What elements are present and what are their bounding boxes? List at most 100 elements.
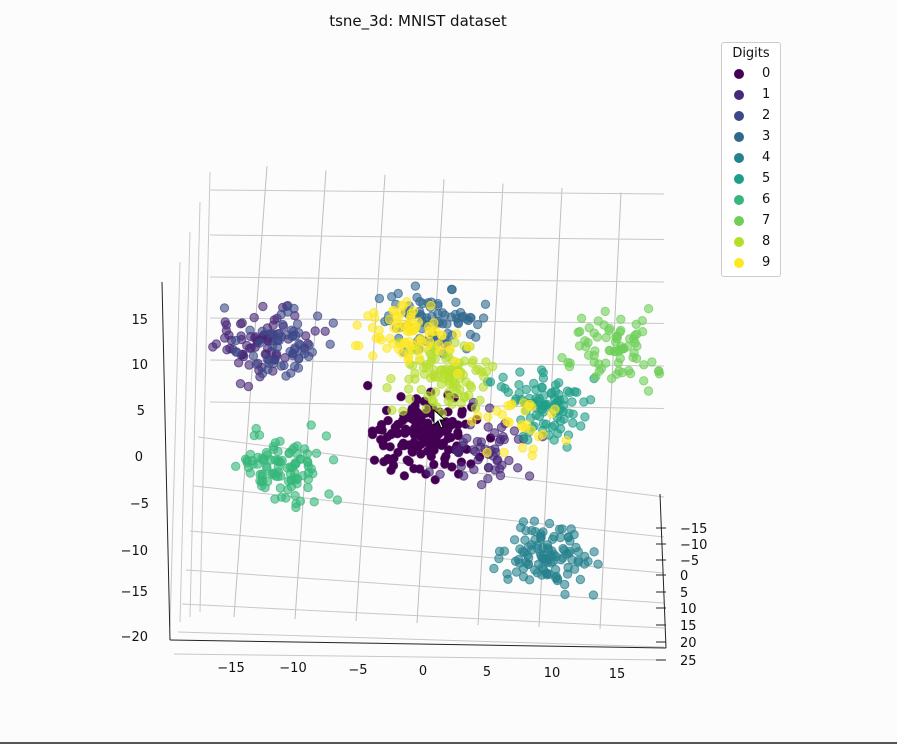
point-digit-6 xyxy=(255,469,265,480)
point-digit-5 xyxy=(537,404,547,415)
point-digit-9 xyxy=(517,443,528,453)
point-digit-8 xyxy=(428,370,439,380)
y-axis-line xyxy=(659,493,667,649)
x-tick-label: −10 xyxy=(279,661,306,676)
point-digit-6 xyxy=(262,463,272,473)
point-digit-6 xyxy=(332,495,343,505)
point-digit-6 xyxy=(273,471,283,482)
point-digit-1 xyxy=(483,474,493,484)
legend-item: 9 xyxy=(722,252,780,273)
point-digit-1 xyxy=(513,463,523,473)
x-axis-line xyxy=(169,639,667,649)
point-digit-0 xyxy=(388,460,399,471)
grid-line xyxy=(177,631,665,648)
legend-marker xyxy=(734,89,744,100)
point-digit-6 xyxy=(303,461,313,471)
legend-marker xyxy=(734,215,744,226)
point-digit-9 xyxy=(382,343,392,353)
point-digit-9 xyxy=(492,406,502,416)
point-digit-8 xyxy=(461,377,471,387)
point-digit-4 xyxy=(532,540,543,550)
point-digit-8 xyxy=(421,404,431,414)
point-digit-1 xyxy=(208,342,218,352)
point-digit-9 xyxy=(517,422,528,432)
point-digit-6 xyxy=(306,420,316,430)
point-digit-4 xyxy=(554,524,565,535)
legend-label: 7 xyxy=(762,213,771,228)
legend-item: 6 xyxy=(722,189,780,210)
point-digit-1 xyxy=(258,301,268,312)
point-digit-8 xyxy=(403,384,414,394)
point-digit-8 xyxy=(422,363,432,373)
point-digit-9 xyxy=(375,333,385,343)
point-digit-8 xyxy=(444,387,454,397)
legend-marker xyxy=(734,173,744,184)
point-digit-0 xyxy=(448,419,458,429)
point-digit-4 xyxy=(494,546,505,556)
grid-line xyxy=(189,201,201,618)
point-digit-5 xyxy=(521,384,532,395)
point-digit-6 xyxy=(292,449,302,459)
point-digit-7 xyxy=(604,325,614,336)
point-digit-0 xyxy=(407,447,418,457)
y-tick-label: 25 xyxy=(680,654,697,669)
point-digit-3 xyxy=(442,319,452,329)
legend-label: 3 xyxy=(762,129,771,144)
grid-line xyxy=(355,174,386,622)
grid-line xyxy=(599,192,622,630)
point-digit-7 xyxy=(654,366,664,376)
point-digit-6 xyxy=(324,489,334,499)
point-digit-7 xyxy=(643,386,654,396)
point-digit-4 xyxy=(509,535,520,545)
point-digit-5 xyxy=(523,435,533,445)
point-digit-4 xyxy=(547,534,558,544)
point-digit-9 xyxy=(403,352,414,363)
point-digit-1 xyxy=(489,428,500,438)
point-digit-5 xyxy=(503,387,513,397)
point-digit-0 xyxy=(453,431,463,441)
point-digit-3 xyxy=(387,292,397,302)
point-digit-5 xyxy=(559,395,569,405)
point-digit-5 xyxy=(531,385,541,395)
point-digit-0 xyxy=(400,424,411,434)
y-tick-label: 15 xyxy=(680,619,697,634)
z-tick-label: 10 xyxy=(131,358,148,373)
point-digit-2 xyxy=(299,348,310,359)
point-digit-6 xyxy=(257,453,267,463)
point-digit-8 xyxy=(405,394,415,404)
point-digit-9 xyxy=(416,334,426,344)
point-digit-6 xyxy=(275,457,286,467)
point-digit-5 xyxy=(569,387,580,397)
point-digit-9 xyxy=(473,411,483,421)
point-digit-7 xyxy=(575,326,585,337)
point-digit-0 xyxy=(439,426,449,436)
point-digit-2 xyxy=(293,363,304,373)
point-digit-8 xyxy=(477,367,487,377)
point-digit-7 xyxy=(563,357,573,368)
point-digit-8 xyxy=(436,365,447,375)
point-digit-4 xyxy=(529,516,540,526)
point-digit-2 xyxy=(294,339,304,349)
legend-item: 2 xyxy=(722,105,780,126)
point-digit-4 xyxy=(502,569,512,579)
z-tick-label: −15 xyxy=(121,585,148,600)
point-digit-7 xyxy=(631,319,641,329)
point-digit-2 xyxy=(276,361,286,371)
point-digit-4 xyxy=(588,590,599,600)
z-axis-line xyxy=(161,281,171,641)
point-digit-9 xyxy=(451,329,462,339)
point-digit-4 xyxy=(563,532,573,542)
point-digit-0 xyxy=(377,425,387,435)
point-digit-0 xyxy=(402,455,412,465)
point-digit-9 xyxy=(398,301,408,311)
point-digit-4 xyxy=(560,589,570,600)
point-digit-1 xyxy=(483,422,493,432)
point-digit-2 xyxy=(281,371,291,381)
grid-line xyxy=(181,603,665,629)
point-digit-1 xyxy=(222,345,232,355)
point-digit-1 xyxy=(269,315,279,325)
legend-label: 4 xyxy=(762,150,771,165)
point-digit-1 xyxy=(249,312,259,323)
point-digit-5 xyxy=(514,388,524,399)
